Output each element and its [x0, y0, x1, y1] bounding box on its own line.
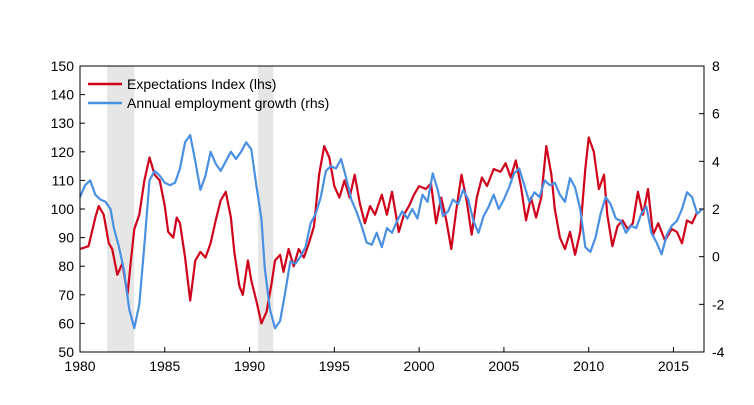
x-tick-label: 1980	[64, 358, 95, 374]
left-tick-label: 110	[52, 172, 75, 188]
x-tick-label: 1990	[234, 358, 265, 374]
left-tick-label: 90	[58, 230, 74, 246]
left-tick-label: 150	[51, 58, 75, 74]
left-tick-label: 140	[51, 87, 75, 103]
x-tick-label: 1995	[319, 358, 350, 374]
x-tick-label: 2000	[404, 358, 435, 374]
recession-band-1	[107, 66, 135, 352]
x-tick-label: 1985	[149, 358, 180, 374]
right-tick-label: -2	[712, 296, 725, 312]
x-tick-label: 2015	[658, 358, 689, 374]
y-axis-left: 50 60 70 80 90 100 110 120 130 140 150	[51, 58, 85, 360]
left-tick-label: 60	[58, 315, 74, 331]
y-axis-right: -4 -2 0 2 4 6 8	[699, 58, 725, 360]
x-tick-label: 2005	[488, 358, 519, 374]
left-tick-label: 130	[51, 115, 75, 131]
series-line-expectations-index	[79, 136, 699, 325]
right-tick-label: 8	[712, 58, 720, 74]
left-tick-label: 70	[58, 287, 74, 303]
series-line-employment-growth	[78, 134, 704, 330]
x-axis: 1980 1985 1990 1995 2000 2005 2010 2015	[64, 347, 689, 374]
series-lines	[78, 134, 704, 330]
left-tick-label: 50	[58, 344, 74, 360]
right-tick-label: 2	[712, 201, 720, 217]
legend-label-expectations-index: Expectations Index (lhs)	[127, 76, 276, 92]
left-tick-label: 120	[51, 144, 75, 160]
x-tick-label: 2010	[573, 358, 604, 374]
right-tick-label: 4	[712, 153, 720, 169]
legend-label-employment-growth: Annual employment growth (rhs)	[127, 95, 329, 111]
right-tick-label: 0	[712, 249, 720, 265]
left-tick-label: 100	[51, 201, 75, 217]
right-tick-label: -4	[712, 344, 725, 360]
legend: Expectations Index (lhs) Annual employmen…	[88, 76, 329, 111]
recession-bands	[107, 66, 274, 352]
left-tick-label: 80	[58, 258, 74, 274]
right-tick-label: 6	[712, 106, 720, 122]
recession-band-2	[258, 66, 274, 352]
